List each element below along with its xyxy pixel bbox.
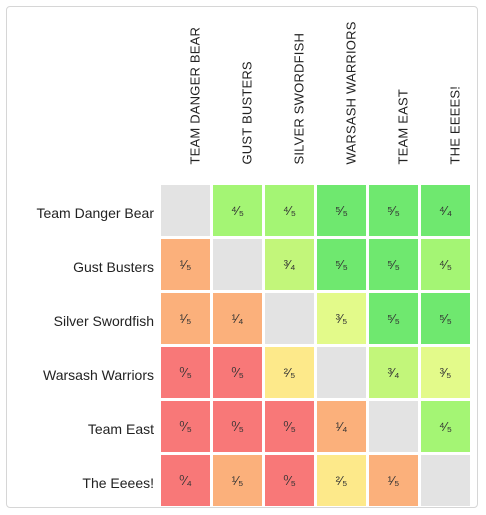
column-header: WARSASH WARRIORS — [316, 10, 368, 172]
empty-cell — [368, 400, 419, 453]
row-label: Warsash Warriors — [43, 367, 154, 383]
column-header: GUST BUSTERS — [212, 10, 264, 172]
empty-cell — [420, 454, 471, 507]
column-header: TEAM EAST — [368, 10, 420, 172]
row-label: Team East — [87, 421, 154, 437]
column-header-label: THE EEEES! — [447, 85, 463, 165]
result-cell: ¹⁄₅ — [160, 238, 211, 291]
empty-cell — [316, 346, 367, 399]
row-label: The Eeees! — [82, 475, 154, 491]
result-cell: ¹⁄₅ — [212, 454, 263, 507]
result-cell: ⁴⁄₄ — [420, 184, 471, 237]
result-cell: ³⁄₅ — [316, 292, 367, 345]
result-cell: ³⁄₄ — [368, 346, 419, 399]
result-cell: ⁰⁄₅ — [264, 400, 315, 453]
column-header-label: SILVER SWORDFISH — [291, 32, 307, 165]
result-cell: ⁵⁄₅ — [368, 238, 419, 291]
empty-cell — [212, 238, 263, 291]
result-cell: ¹⁄₄ — [212, 292, 263, 345]
column-header-label: WARSASH WARRIORS — [343, 21, 359, 165]
result-cell: ³⁄₄ — [264, 238, 315, 291]
result-cell: ⁵⁄₅ — [316, 238, 367, 291]
result-cell: ⁵⁄₅ — [316, 184, 367, 237]
result-cell: ⁵⁄₅ — [420, 292, 471, 345]
result-cell: ⁰⁄₄ — [160, 454, 211, 507]
column-header-label: TEAM DANGER BEAR — [187, 26, 203, 165]
result-cell: ²⁄₅ — [264, 346, 315, 399]
column-header: SILVER SWORDFISH — [264, 10, 316, 172]
result-cell: ⁰⁄₅ — [264, 454, 315, 507]
results-grid: ⁴⁄₅ ⁴⁄₅ ⁵⁄₅ ⁵⁄₅ ⁴⁄₄ ¹⁄₅ ³⁄₄ ⁵⁄₅ ⁵⁄₅ ⁴⁄₅ ¹⁄₅ ¹⁄₄ ³⁄₅ ⁵… — [160, 184, 472, 508]
result-cell: ²⁄₅ — [316, 454, 367, 507]
empty-cell — [264, 292, 315, 345]
row-label: Silver Swordfish — [53, 313, 154, 329]
result-cell: ¹⁄₅ — [160, 292, 211, 345]
result-cell: ⁰⁄₅ — [212, 346, 263, 399]
row-label: Team Danger Bear — [36, 205, 154, 221]
empty-cell — [160, 184, 211, 237]
result-cell: ⁰⁄₅ — [160, 346, 211, 399]
column-header: TEAM DANGER BEAR — [160, 10, 212, 172]
column-header: THE EEEES! — [420, 10, 472, 172]
result-cell: ⁵⁄₅ — [368, 184, 419, 237]
result-cell: ¹⁄₅ — [368, 454, 419, 507]
result-cell: ⁴⁄₅ — [420, 400, 471, 453]
column-header-label: GUST BUSTERS — [239, 61, 255, 165]
result-cell: ⁵⁄₅ — [368, 292, 419, 345]
result-cell: ⁰⁄₅ — [160, 400, 211, 453]
result-cell: ¹⁄₄ — [316, 400, 367, 453]
result-cell: ⁴⁄₅ — [264, 184, 315, 237]
row-label: Gust Busters — [73, 259, 154, 275]
result-cell: ⁴⁄₅ — [212, 184, 263, 237]
column-header-label: TEAM EAST — [395, 89, 411, 165]
result-cell: ⁴⁄₅ — [420, 238, 471, 291]
result-cell: ⁰⁄₅ — [212, 400, 263, 453]
result-cell: ³⁄₅ — [420, 346, 471, 399]
